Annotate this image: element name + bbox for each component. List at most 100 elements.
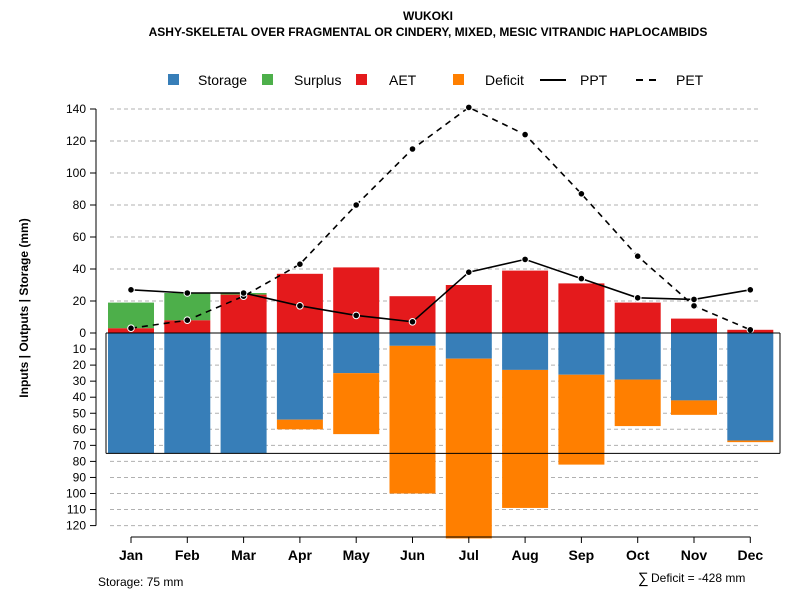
legend-label-pet: PET — [676, 72, 704, 88]
legend: Storage Surplus AET Deficit PPT PET — [168, 72, 704, 88]
bar-storage-dec — [727, 333, 774, 441]
bar-deficit-jun — [389, 345, 436, 494]
y-tick-label: 40 — [73, 390, 87, 404]
y-tick-label: 10 — [73, 342, 87, 356]
bar-storage-oct — [614, 333, 661, 380]
bar-aet-nov — [671, 318, 717, 333]
x-tick-label-nov: Nov — [681, 547, 708, 563]
legend-label-storage: Storage — [198, 72, 247, 88]
point-ppt-dec — [746, 286, 755, 294]
bar-storage-jul — [445, 333, 492, 359]
bar-deficit-nov — [671, 400, 717, 415]
y-tick-label: 80 — [73, 454, 87, 468]
bar-aet-feb — [164, 320, 211, 333]
bars — [108, 267, 774, 539]
point-ppt-oct — [633, 294, 642, 302]
legend-label-deficit: Deficit — [485, 72, 524, 88]
y-tick-label: 30 — [73, 374, 87, 388]
y-tick-label: 40 — [73, 262, 87, 276]
bar-deficit-jul — [445, 358, 492, 539]
bar-aet-may — [333, 267, 380, 333]
y-tick-label: 50 — [73, 406, 87, 420]
axes: 0 20 40 60 80 100 120 140 10 20 30 40 50 60 70 80 90 100 1… — [66, 102, 781, 563]
x-tick-label-dec: Dec — [737, 547, 763, 563]
y-tick-label: 20 — [73, 294, 87, 308]
x-tick-label-oct: Oct — [626, 547, 650, 563]
bar-deficit-dec — [727, 440, 774, 443]
point-pet-aug — [521, 130, 529, 139]
point-pet-feb — [183, 316, 192, 325]
point-ppt-nov — [690, 295, 698, 304]
x-tick-label-mar: Mar — [231, 547, 256, 563]
y-tick-label: 80 — [73, 198, 87, 212]
legend-swatch-aet — [356, 74, 367, 85]
storage-footnote: Storage: 75 mm — [98, 575, 183, 589]
y-tick-label: 0 — [79, 326, 86, 340]
y-tick-label: 60 — [73, 422, 87, 436]
x-tick-label-jun: Jun — [400, 547, 425, 563]
x-tick-label-jan: Jan — [119, 547, 143, 563]
point-pet-sep — [577, 190, 586, 198]
bar-surplus-feb — [164, 293, 211, 321]
x-tick-label-apr: Apr — [288, 547, 313, 563]
bar-aet-jun — [389, 296, 436, 333]
bar-aet-oct — [614, 302, 661, 333]
point-ppt-jul — [465, 268, 473, 277]
bar-surplus-jan — [108, 302, 154, 329]
point-pet-nov — [690, 302, 698, 310]
bar-deficit-apr — [276, 419, 323, 430]
bar-deficit-aug — [502, 369, 549, 508]
bar-storage-sep — [558, 333, 605, 375]
y-tick-label: 120 — [66, 134, 86, 148]
legend-label-surplus: Surplus — [294, 72, 341, 88]
bar-storage-may — [333, 333, 380, 374]
point-pet-apr — [296, 260, 304, 269]
point-pet-jun — [408, 145, 417, 153]
y-tick-label: 100 — [66, 166, 86, 180]
point-pet-jan — [127, 324, 135, 333]
bar-storage-nov — [671, 333, 717, 401]
legend-label-aet: AET — [389, 72, 417, 88]
x-tick-label-feb: Feb — [175, 547, 200, 563]
y-tick-label: 20 — [73, 358, 87, 372]
point-pet-jul — [465, 103, 473, 112]
chart-title: WUKOKI — [403, 9, 453, 23]
y-axis-label: Inputs | Outputs | Storage (mm) — [17, 218, 31, 397]
x-tick-label-jul: Jul — [459, 547, 479, 563]
bar-aet-jul — [445, 285, 492, 333]
line-ppt — [130, 258, 751, 323]
x-tick-label-may: May — [343, 547, 370, 563]
bar-deficit-may — [333, 373, 380, 435]
y-tick-label: 60 — [73, 230, 87, 244]
deficit-footnote: Deficit = -428 mm — [651, 571, 745, 585]
y-tick-label: 70 — [73, 438, 87, 452]
legend-swatch-deficit — [453, 74, 464, 85]
bar-storage-jun — [389, 333, 436, 346]
y-tick-label: 120 — [66, 519, 86, 533]
bar-storage-feb — [164, 333, 211, 454]
point-ppt-mar — [239, 289, 248, 297]
line-pet — [130, 106, 751, 331]
bar-deficit-sep — [558, 374, 605, 465]
y-tick-label: 100 — [66, 487, 86, 501]
bar-aet-mar — [220, 294, 267, 333]
bar-storage-apr — [276, 333, 323, 420]
point-ppt-sep — [577, 274, 586, 283]
bar-storage-jan — [108, 333, 154, 454]
y-tick-label: 110 — [67, 503, 86, 517]
y-tick-label: 90 — [73, 470, 87, 484]
bar-storage-mar — [220, 333, 267, 454]
point-pet-oct — [633, 252, 642, 261]
x-tick-label-aug: Aug — [511, 547, 538, 563]
point-ppt-aug — [521, 255, 529, 264]
bar-aet-sep — [558, 283, 605, 333]
point-pet-may — [352, 201, 361, 209]
y-tick-label: 140 — [66, 102, 86, 116]
chart-subtitle: ASHY-SKELETAL OVER FRAGMENTAL OR CINDERY… — [149, 25, 708, 39]
sum-symbol: ∑ — [638, 570, 649, 587]
bar-storage-aug — [502, 333, 549, 370]
legend-swatch-surplus — [262, 74, 273, 85]
point-ppt-jun — [408, 318, 417, 326]
point-ppt-feb — [183, 289, 192, 297]
